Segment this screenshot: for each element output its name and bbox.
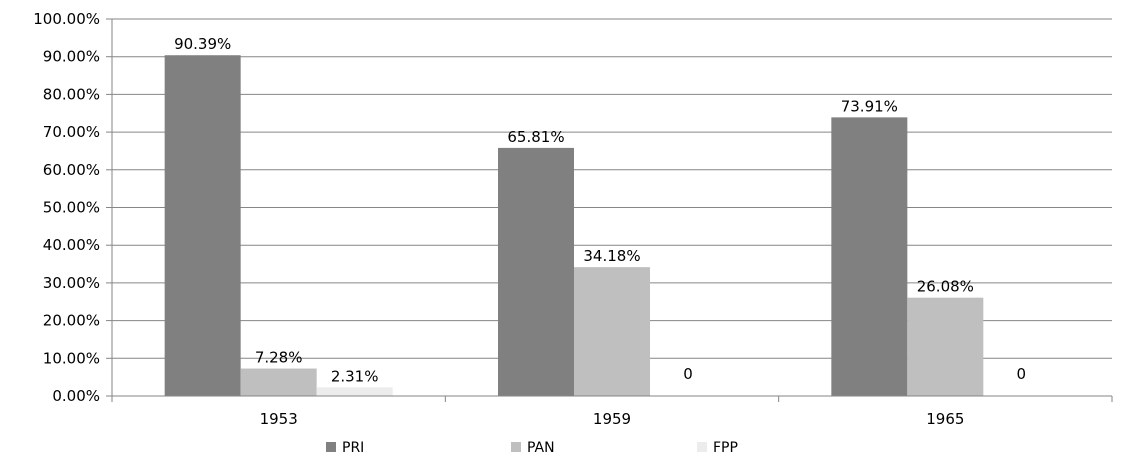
bar-pan-1953	[240, 368, 317, 396]
bar-pri-1965	[831, 117, 908, 396]
bar-fpp-1953	[316, 387, 393, 396]
legend-label-pri: PRI	[342, 440, 364, 456]
y-tick-label: 90.00%	[43, 48, 100, 66]
legend: PRI PAN FPP	[326, 440, 738, 456]
x-category-label: 1959	[593, 410, 631, 428]
legend-swatch-fpp	[697, 442, 707, 452]
y-tick-label: 50.00%	[43, 199, 100, 217]
data-label-pan-1953: 7.28%	[255, 349, 303, 367]
legend-label-pan: PAN	[527, 440, 555, 456]
data-label-pri-1953: 90.39%	[174, 35, 231, 53]
data-label-pan-1965: 26.08%	[917, 278, 974, 296]
bars: 90.39% 7.28% 2.31% 65.81% 34.18% 0 73.91% 26.08…	[164, 35, 1027, 396]
bar-pan-1959	[574, 267, 650, 396]
legend-label-fpp: FPP	[713, 440, 738, 456]
x-category-label: 1953	[260, 410, 298, 428]
axes	[111, 19, 1113, 402]
y-tick-label: 10.00%	[43, 349, 100, 367]
bar-pan-1965	[907, 297, 984, 396]
y-tick-label: 30.00%	[43, 274, 100, 292]
y-tick-label: 70.00%	[43, 123, 100, 141]
data-label-pri-1965: 73.91%	[841, 97, 898, 115]
data-label-pan-1959: 34.18%	[583, 247, 640, 265]
bar-pri-1959	[498, 147, 574, 396]
data-label-pri-1959: 65.81%	[507, 128, 564, 146]
legend-swatch-pri	[326, 442, 336, 452]
y-tick-label: 80.00%	[43, 85, 100, 103]
legend-swatch-pan	[511, 442, 521, 452]
y-tick-label: 20.00%	[43, 312, 100, 330]
data-label-fpp-1965: 0	[1017, 365, 1027, 383]
data-label-fpp-1959: 0	[683, 365, 693, 383]
y-tick-label: 40.00%	[43, 236, 100, 254]
y-tick-label: 0.00%	[52, 387, 100, 405]
x-category-label: 1965	[926, 410, 964, 428]
bar-pri-1953	[164, 55, 241, 396]
x-axis-labels: 1953 1959 1965	[260, 410, 965, 428]
y-axis-ticks: 0.00% 10.00% 20.00% 30.00% 40.00% 50.00% 60.00…	[33, 10, 112, 405]
gridlines	[112, 18, 1112, 359]
y-tick-label: 100.00%	[33, 10, 100, 28]
y-tick-label: 60.00%	[43, 161, 100, 179]
data-label-fpp-1953: 2.31%	[331, 367, 379, 385]
